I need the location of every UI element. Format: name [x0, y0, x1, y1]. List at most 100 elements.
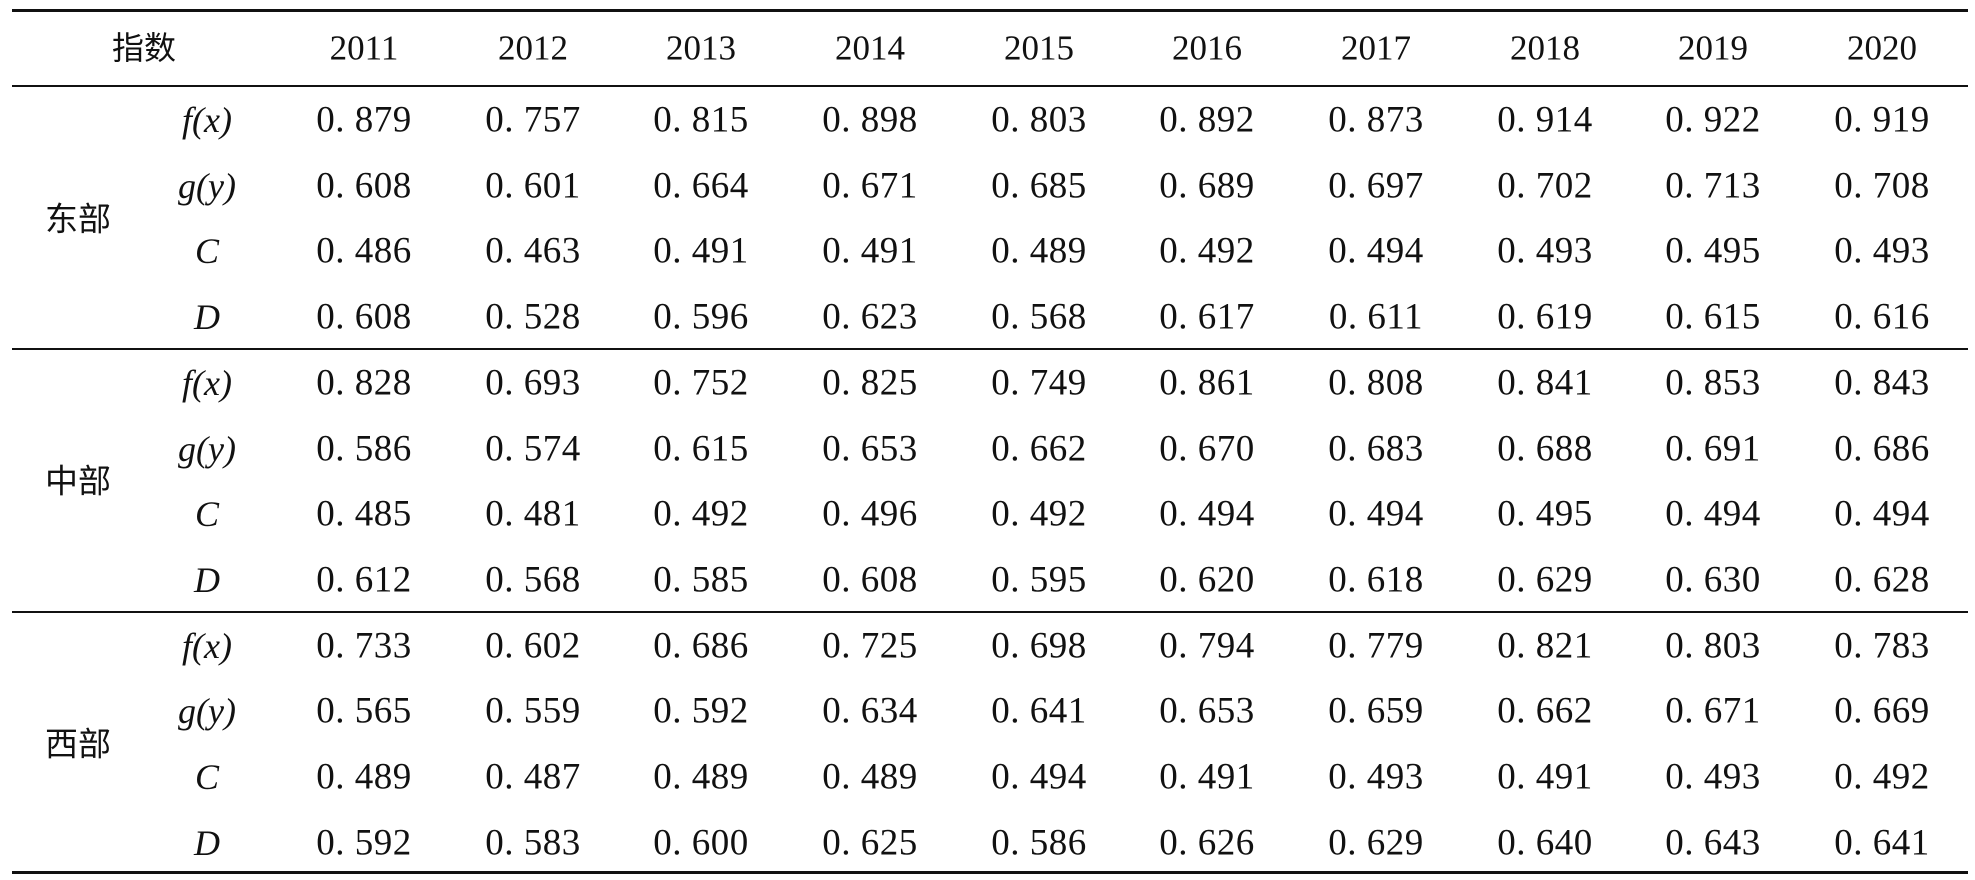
table-cell: 0. 586	[316, 428, 412, 469]
table-cell: 0. 583	[485, 822, 581, 864]
table-cell: 0. 494	[1665, 493, 1761, 535]
table-cell: 0. 749	[991, 362, 1087, 404]
table-cell: 0. 489	[653, 756, 749, 798]
table-cell: 0. 615	[653, 428, 749, 469]
table-cell: 0. 626	[1159, 822, 1255, 864]
table-cell: 0. 914	[1497, 99, 1593, 141]
table-cell: 0. 634	[822, 690, 918, 732]
table-cell: 0. 670	[1159, 428, 1255, 469]
table-cell: 0. 843	[1834, 362, 1930, 404]
table-cell: 0. 892	[1159, 99, 1255, 141]
table-cell: 0. 492	[1834, 756, 1930, 798]
table-cell: 0. 808	[1328, 362, 1424, 404]
table-cell: 0. 803	[991, 99, 1087, 141]
year-header: 2011	[329, 28, 399, 68]
table-cell: 0. 803	[1665, 625, 1761, 667]
table-cell: 0. 494	[1834, 493, 1930, 535]
index-label: D	[194, 297, 220, 338]
table-cell: 0. 489	[991, 230, 1087, 272]
table-cell: 0. 779	[1328, 625, 1424, 667]
table-cell: 0. 493	[1665, 756, 1761, 798]
table-cell: 0. 592	[653, 690, 749, 732]
region-separator-rule	[12, 348, 1968, 350]
table-cell: 0. 489	[316, 756, 412, 798]
table-cell: 0. 625	[822, 822, 918, 864]
index-label: f(x)	[182, 625, 232, 666]
table-cell: 0. 592	[316, 822, 412, 864]
index-label: C	[194, 494, 220, 535]
table-cell: 0. 463	[485, 230, 581, 272]
table-cell: 0. 708	[1834, 165, 1930, 207]
table-cell: 0. 491	[822, 230, 918, 272]
table-cell: 0. 630	[1665, 559, 1761, 601]
table-cell: 0. 491	[1497, 756, 1593, 798]
table-cell: 0. 612	[316, 559, 412, 601]
table-cell: 0. 595	[991, 559, 1087, 601]
year-header: 2013	[666, 28, 736, 68]
region-label: 中部	[45, 461, 111, 501]
table-cell: 0. 619	[1497, 296, 1593, 338]
table-cell: 0. 640	[1497, 822, 1593, 864]
index-label: g(y)	[178, 165, 236, 206]
table-cell: 0. 608	[822, 559, 918, 601]
table-cell: 0. 853	[1665, 362, 1761, 404]
table-cell: 0. 568	[991, 296, 1087, 338]
table-cell: 0. 608	[316, 165, 412, 207]
table-cell: 0. 620	[1159, 559, 1255, 601]
table-cell: 0. 828	[316, 362, 412, 404]
table-cell: 0. 617	[1159, 296, 1255, 338]
table-cell: 0. 641	[991, 690, 1087, 732]
year-header: 2019	[1678, 28, 1748, 68]
table-cell: 0. 628	[1834, 559, 1930, 601]
table-cell: 0. 600	[653, 822, 749, 864]
year-header: 2017	[1341, 28, 1411, 68]
table-cell: 0. 713	[1665, 165, 1761, 207]
year-header: 2016	[1172, 28, 1242, 68]
top-rule	[12, 9, 1968, 12]
table-cell: 0. 494	[1328, 230, 1424, 272]
table-cell: 0. 568	[485, 559, 581, 601]
year-header: 2012	[498, 28, 568, 68]
table-cell: 0. 662	[991, 428, 1087, 469]
table-cell: 0. 623	[822, 296, 918, 338]
index-label: C	[194, 757, 220, 797]
table-cell: 0. 495	[1497, 493, 1593, 535]
table-cell: 0. 487	[485, 756, 581, 798]
table-cell: 0. 783	[1834, 625, 1930, 667]
year-header: 2018	[1510, 28, 1580, 68]
table-cell: 0. 922	[1665, 99, 1761, 141]
index-label: f(x)	[182, 362, 232, 403]
table-cell: 0. 693	[485, 362, 581, 404]
table-cell: 0. 494	[991, 756, 1087, 798]
table-cell: 0. 485	[316, 493, 412, 535]
table-cell: 0. 559	[485, 690, 581, 732]
table-cell: 0. 861	[1159, 362, 1255, 404]
header-index-label: 指数	[111, 29, 177, 67]
table-cell: 0. 752	[653, 362, 749, 404]
table-cell: 0. 493	[1497, 230, 1593, 272]
table-cell: 0. 494	[1159, 493, 1255, 535]
table-cell: 0. 685	[991, 165, 1087, 207]
table-cell: 0. 664	[653, 165, 749, 207]
table-cell: 0. 919	[1834, 99, 1930, 141]
table-cell: 0. 898	[822, 99, 918, 141]
index-label: D	[194, 822, 220, 863]
table-cell: 0. 641	[1834, 822, 1930, 864]
index-label: f(x)	[182, 100, 232, 140]
bottom-rule	[12, 871, 1968, 874]
table-cell: 0. 611	[1328, 296, 1424, 338]
table-cell: 0. 495	[1665, 230, 1761, 272]
table-cell: 0. 662	[1497, 690, 1593, 732]
table-cell: 0. 574	[485, 428, 581, 469]
table-cell: 0. 486	[316, 230, 412, 272]
table-cell: 0. 491	[1159, 756, 1255, 798]
table-cell: 0. 493	[1834, 230, 1930, 272]
table-cell: 0. 686	[1834, 428, 1930, 469]
table-cell: 0. 702	[1497, 165, 1593, 207]
index-label: g(y)	[178, 691, 236, 732]
index-label: g(y)	[178, 428, 236, 469]
table-cell: 0. 601	[485, 165, 581, 207]
table-cell: 0. 815	[653, 99, 749, 141]
table-cell: 0. 615	[1665, 296, 1761, 338]
